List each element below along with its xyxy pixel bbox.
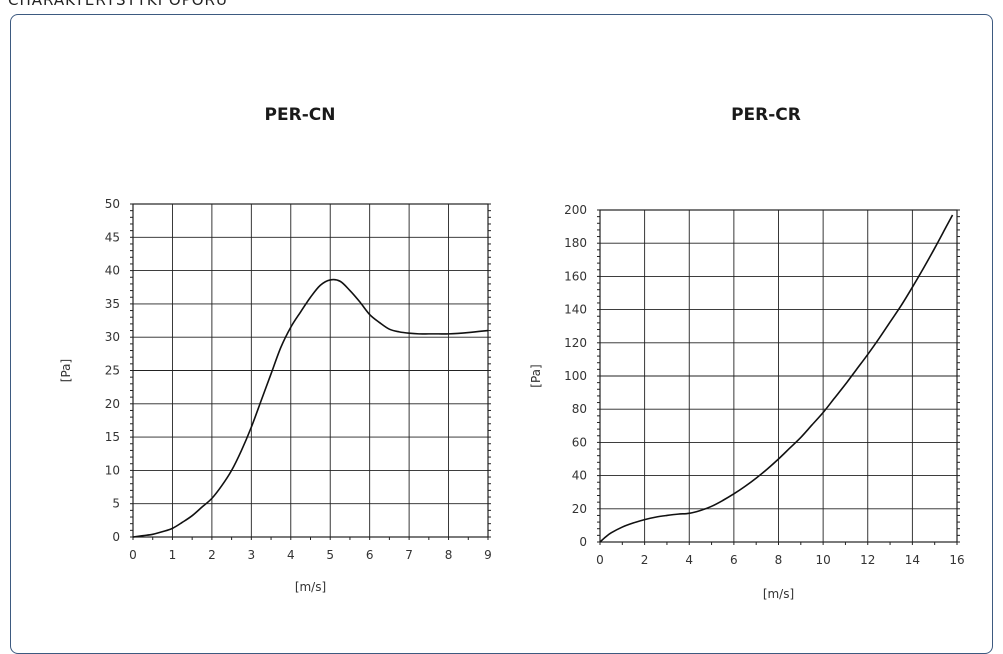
x-tick-label: 5 xyxy=(326,548,334,562)
chart-title: PER-CN xyxy=(265,105,336,125)
x-tick-label: 0 xyxy=(129,548,137,562)
y-axis-label: [Pa] xyxy=(529,364,543,387)
x-tick-label: 7 xyxy=(405,548,413,562)
y-tick-label: 45 xyxy=(105,230,120,244)
y-tick-label: 160 xyxy=(564,269,587,283)
page-heading: CHARAKTERYSTYKI OPORU xyxy=(8,0,228,9)
y-tick-label: 200 xyxy=(564,203,587,217)
x-tick-label: 0 xyxy=(596,553,604,567)
y-tick-label: 140 xyxy=(564,303,587,317)
y-tick-label: 30 xyxy=(105,330,120,344)
x-axis-label: [m/s] xyxy=(763,587,794,601)
x-tick-label: 12 xyxy=(860,553,875,567)
y-tick-label: 40 xyxy=(572,469,587,483)
series-line xyxy=(132,278,489,538)
x-tick-label: 8 xyxy=(445,548,453,562)
y-tick-label: 40 xyxy=(105,264,120,278)
y-tick-label: 35 xyxy=(105,297,120,311)
x-tick-label: 10 xyxy=(815,553,830,567)
chart-title: PER-CR xyxy=(731,105,801,125)
charts-canvas: PER-CN0 1 2 3 4 5 6 7 8 905101520253035404550[m/s… xyxy=(59,105,965,601)
x-axis-label: [m/s] xyxy=(295,580,326,594)
y-tick-label: 100 xyxy=(564,369,587,383)
x-tick-label: 2 xyxy=(208,548,216,562)
y-tick-label: 60 xyxy=(572,435,587,449)
y-tick-label: 180 xyxy=(564,236,587,250)
y-axis-label: [Pa] xyxy=(59,359,73,382)
y-tick-label: 15 xyxy=(105,430,120,444)
x-tick-label: 4 xyxy=(685,553,693,567)
x-tick-label: 6 xyxy=(730,553,738,567)
y-tick-label: 20 xyxy=(572,502,587,516)
y-tick-label: 120 xyxy=(564,336,587,350)
x-tick-label: 9 xyxy=(484,548,492,562)
y-tick-label: 50 xyxy=(105,197,120,211)
chart-per-cn: PER-CN0 1 2 3 4 5 6 7 8 905101520253035404550[m/s… xyxy=(59,105,492,594)
series-line xyxy=(599,214,954,543)
x-tick-label: 14 xyxy=(905,553,920,567)
x-tick-label: 3 xyxy=(248,548,256,562)
y-tick-label: 25 xyxy=(105,364,120,378)
plot-area xyxy=(132,203,489,538)
y-tick-label: 5 xyxy=(112,497,120,511)
plot-area xyxy=(599,209,958,543)
x-tick-label: 4 xyxy=(287,548,295,562)
y-tick-label: 80 xyxy=(572,402,587,416)
y-tick-label: 10 xyxy=(105,463,120,477)
chart-per-cr: PER-CR0 2 4 6 8 10 12 14 16020406080100120140160… xyxy=(529,105,965,601)
x-tick-label: 8 xyxy=(775,553,783,567)
x-tick-label: 6 xyxy=(366,548,374,562)
y-tick-label: 20 xyxy=(105,397,120,411)
y-tick-label: 0 xyxy=(579,535,587,549)
x-tick-label: 16 xyxy=(949,553,964,567)
x-tick-label: 2 xyxy=(641,553,649,567)
x-tick-label: 1 xyxy=(169,548,177,562)
y-tick-label: 0 xyxy=(112,530,120,544)
